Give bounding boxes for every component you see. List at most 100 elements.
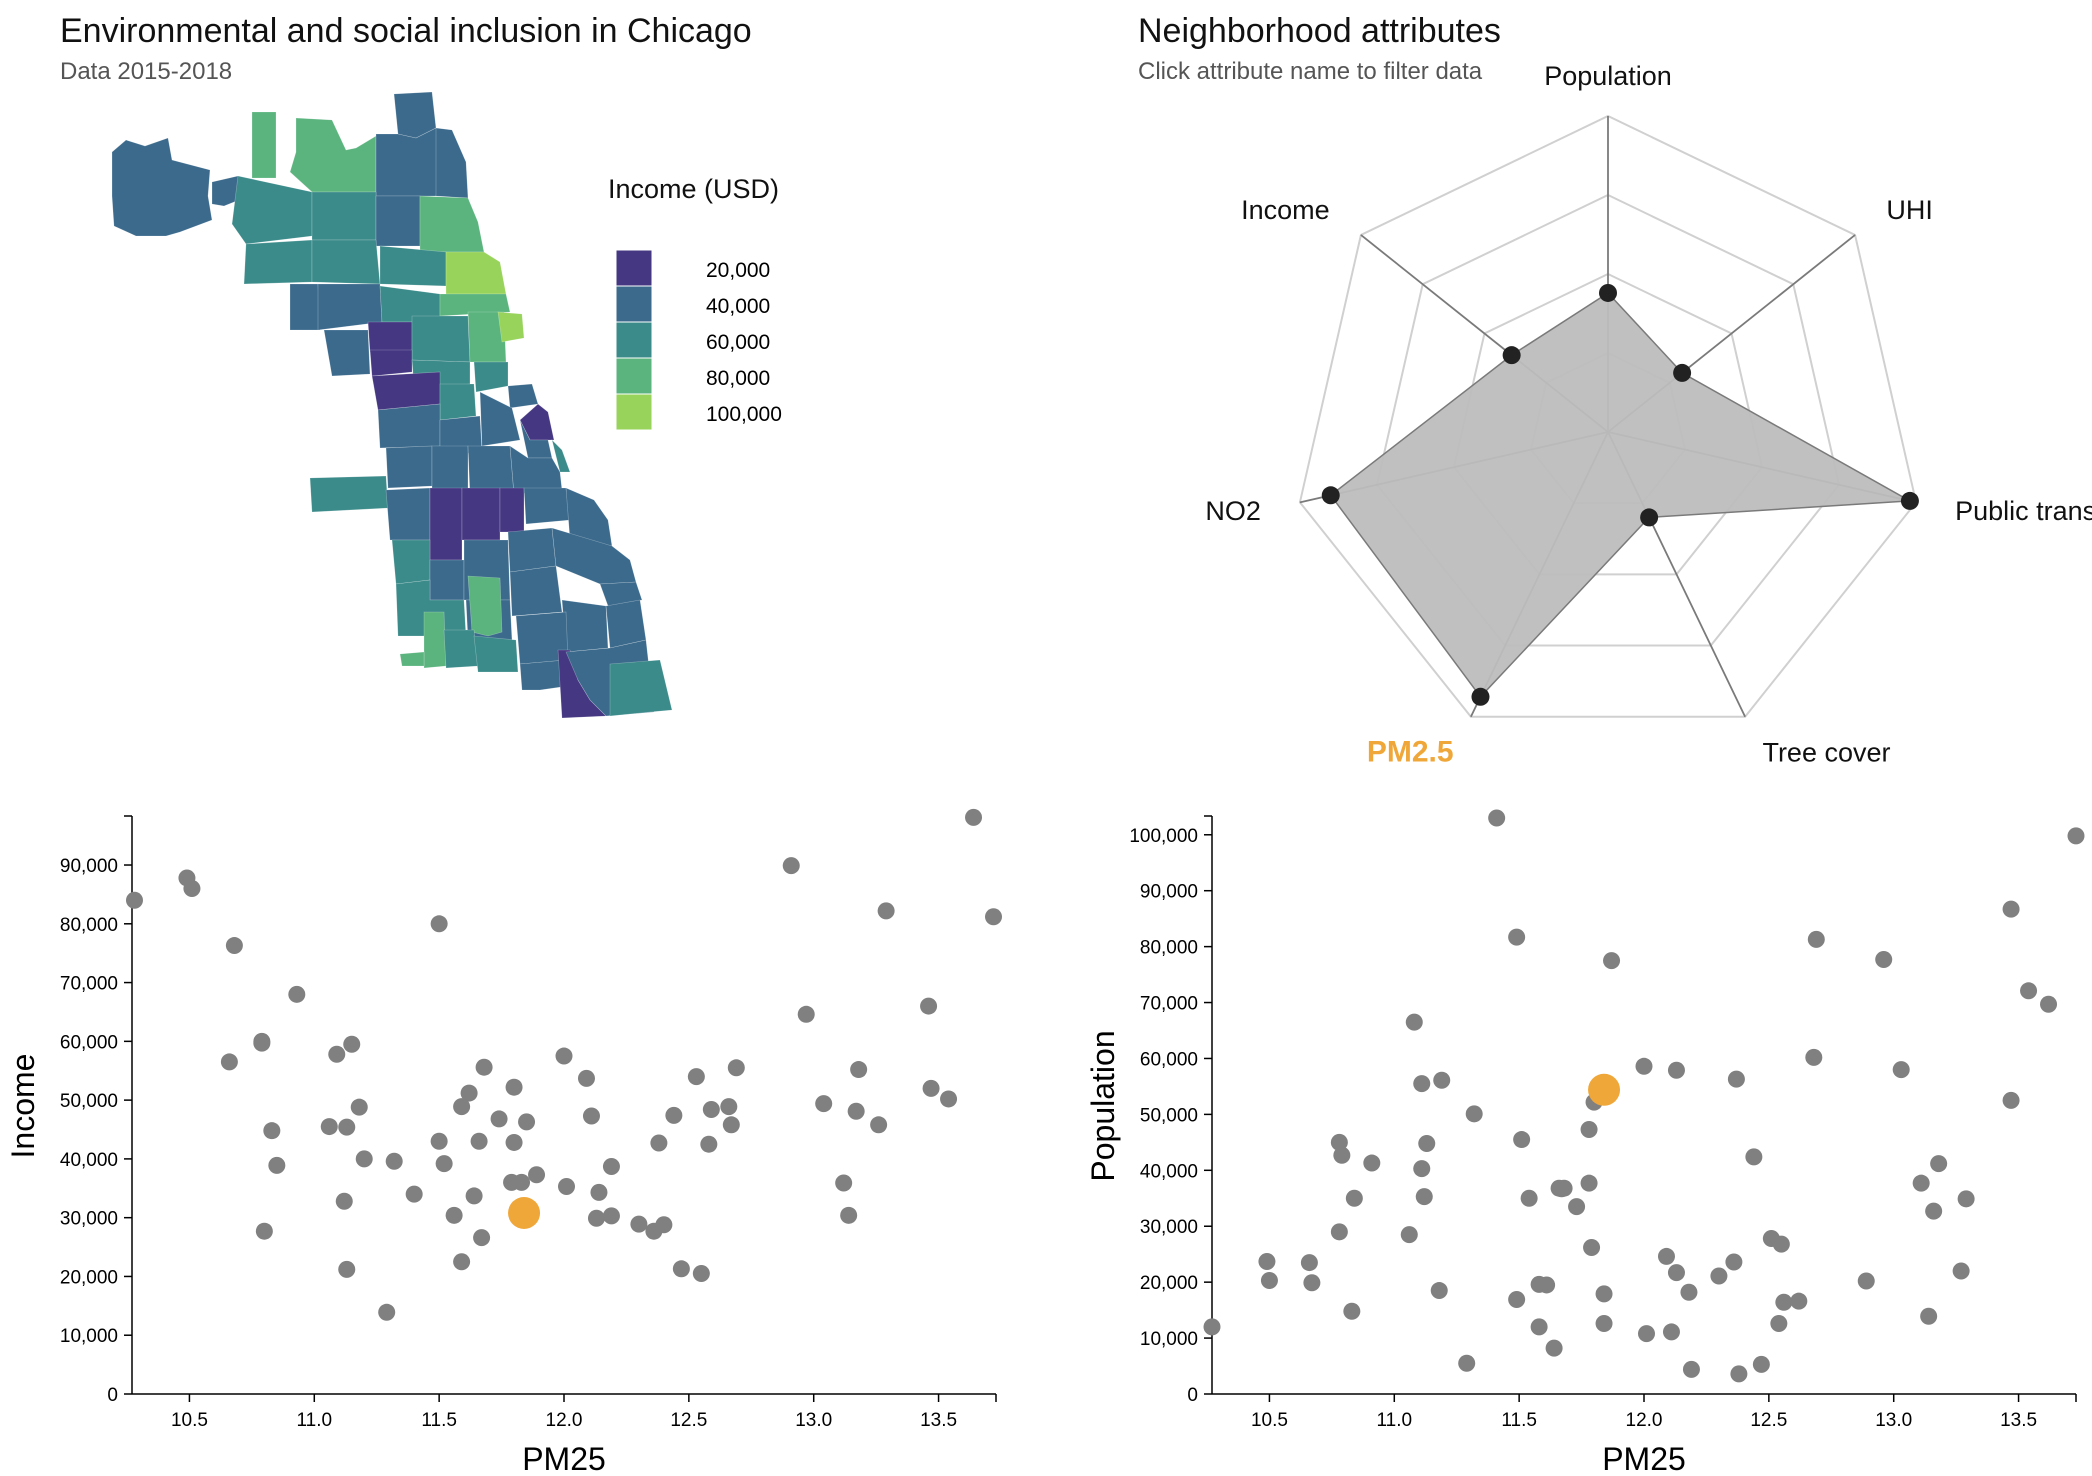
- map-region-uptown[interactable]: [419, 195, 485, 253]
- scatter-point[interactable]: [288, 985, 306, 1003]
- scatter-point[interactable]: [722, 1116, 740, 1134]
- scatter-point[interactable]: [702, 1101, 720, 1119]
- scatter-point[interactable]: [263, 1122, 281, 1140]
- scatter-point[interactable]: [220, 1053, 238, 1071]
- scatter-point[interactable]: [355, 1150, 373, 1168]
- scatter-point[interactable]: [1530, 1318, 1548, 1336]
- scatter-point[interactable]: [1635, 1057, 1653, 1075]
- scatter-point[interactable]: [1667, 1264, 1685, 1282]
- map-region-west-garfield[interactable]: [371, 371, 441, 411]
- map-region-norwood[interactable]: [231, 175, 313, 245]
- scatter-point[interactable]: [1520, 1189, 1538, 1207]
- scatter-point[interactable]: [453, 1098, 471, 1116]
- scatter-point[interactable]: [1807, 930, 1825, 948]
- scatter-point[interactable]: [720, 1098, 738, 1116]
- scatter-point[interactable]: [1413, 1160, 1431, 1178]
- scatter-point[interactable]: [1545, 1339, 1563, 1357]
- scatter-point[interactable]: [1682, 1360, 1700, 1378]
- scatter-highlight-point[interactable]: [508, 1196, 541, 1229]
- scatter-point[interactable]: [2067, 827, 2085, 845]
- scatter-point[interactable]: [1260, 1271, 1278, 1289]
- scatter-point[interactable]: [430, 1132, 448, 1150]
- map-region-near-west[interactable]: [439, 383, 477, 421]
- scatter-point[interactable]: [1772, 1235, 1790, 1253]
- scatter-point[interactable]: [1603, 952, 1621, 970]
- scatter-point[interactable]: [602, 1158, 620, 1176]
- map-region-irving-park[interactable]: [311, 239, 381, 285]
- scatter-point[interactable]: [1580, 1174, 1598, 1192]
- scatter-point[interactable]: [255, 1222, 273, 1240]
- scatter-point[interactable]: [1203, 1318, 1221, 1336]
- scatter-point[interactable]: [1657, 1247, 1675, 1265]
- map-region-mount-greenwood[interactable]: [399, 651, 425, 667]
- map-region-garfield-ridge-w[interactable]: [309, 475, 389, 513]
- scatter-point[interactable]: [1303, 1274, 1321, 1292]
- scatter-point[interactable]: [782, 857, 800, 875]
- scatter-point[interactable]: [435, 1155, 453, 1173]
- scatter-point[interactable]: [1433, 1071, 1451, 1089]
- scatter-point[interactable]: [672, 1260, 690, 1278]
- scatter-point[interactable]: [692, 1265, 710, 1283]
- scatter-point[interactable]: [1710, 1267, 1728, 1285]
- scatter-point[interactable]: [183, 880, 201, 898]
- scatter-point[interactable]: [473, 1229, 491, 1247]
- scatter-point[interactable]: [1775, 1293, 1793, 1311]
- scatter-point[interactable]: [268, 1156, 286, 1174]
- scatter-point[interactable]: [1330, 1223, 1348, 1241]
- radar-label-uhi[interactable]: UHI: [1886, 195, 1933, 225]
- scatter-point[interactable]: [602, 1207, 620, 1225]
- scatter-point[interactable]: [1580, 1120, 1598, 1138]
- map-region-chicago-lawn[interactable]: [429, 559, 465, 601]
- scatter-point[interactable]: [1957, 1190, 1975, 1208]
- scatter-point[interactable]: [965, 808, 983, 826]
- scatter-point[interactable]: [985, 908, 1003, 926]
- scatter-point[interactable]: [797, 1005, 815, 1023]
- scatter-point[interactable]: [1857, 1272, 1875, 1290]
- scatter-point[interactable]: [385, 1152, 403, 1170]
- scatter-point[interactable]: [1595, 1285, 1613, 1303]
- scatter-point[interactable]: [253, 1032, 271, 1050]
- scatter-point[interactable]: [940, 1090, 958, 1108]
- scatter-point[interactable]: [835, 1174, 853, 1192]
- radar-label-income[interactable]: Income: [1241, 195, 1330, 225]
- scatter-point[interactable]: [1330, 1133, 1348, 1151]
- scatter-point[interactable]: [1508, 1290, 1526, 1308]
- map-region-lincoln-park[interactable]: [439, 293, 511, 317]
- scatter-point[interactable]: [877, 902, 895, 920]
- map-region-bridgeport[interactable]: [479, 391, 521, 447]
- radar-label-population[interactable]: Population: [1544, 61, 1672, 91]
- map-region-edgewater[interactable]: [435, 127, 469, 199]
- scatter-point[interactable]: [557, 1178, 575, 1196]
- scatter-point[interactable]: [727, 1059, 745, 1077]
- map-region-austin-north[interactable]: [323, 329, 371, 377]
- scatter-point[interactable]: [1725, 1253, 1743, 1271]
- scatter-point[interactable]: [582, 1107, 600, 1125]
- map-region-ohare[interactable]: [111, 137, 213, 237]
- scatter-point[interactable]: [1458, 1354, 1476, 1372]
- scatter-point[interactable]: [1300, 1254, 1318, 1272]
- scatter-point[interactable]: [1583, 1238, 1601, 1256]
- scatter-point[interactable]: [850, 1061, 868, 1079]
- scatter-point[interactable]: [1952, 1262, 1970, 1280]
- map-region-mount-greenwood-w[interactable]: [423, 611, 447, 669]
- scatter-point[interactable]: [2002, 900, 2020, 918]
- scatter-point[interactable]: [655, 1216, 673, 1234]
- scatter-point[interactable]: [1745, 1148, 1763, 1166]
- map-region-loop[interactable]: [473, 361, 509, 393]
- map-region-north-center[interactable]: [379, 245, 447, 287]
- map-region-hegewisch[interactable]: [605, 599, 647, 649]
- scatter-point[interactable]: [587, 1209, 605, 1227]
- scatter-point[interactable]: [225, 937, 243, 955]
- radar-label-no2[interactable]: NO2: [1205, 496, 1261, 526]
- scatter-point[interactable]: [815, 1095, 833, 1113]
- map-region-dunning[interactable]: [289, 283, 321, 331]
- scatter-point[interactable]: [320, 1118, 338, 1136]
- scatter-point[interactable]: [1333, 1146, 1351, 1164]
- scatter-point[interactable]: [460, 1084, 478, 1102]
- scatter-point[interactable]: [665, 1106, 683, 1124]
- map-region-north-lawndale[interactable]: [377, 403, 441, 449]
- map-region-lake-view[interactable]: [445, 251, 507, 295]
- map-region-oakland[interactable]: [519, 419, 553, 459]
- scatter-point[interactable]: [1343, 1302, 1361, 1320]
- scatter-point[interactable]: [1508, 928, 1526, 946]
